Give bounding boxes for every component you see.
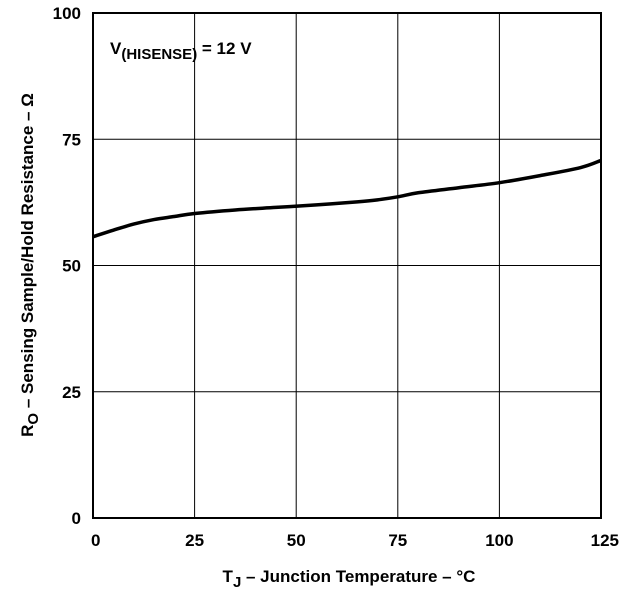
series-layer	[92, 158, 602, 239]
grid-lines	[93, 13, 601, 518]
x-tick-label: 100	[485, 531, 513, 550]
x-tick-label: 50	[287, 531, 306, 550]
y-tick-label: 50	[62, 257, 81, 276]
x-tick-labels: 0 25 50 75 100 125	[91, 531, 619, 550]
y-tick-label: 0	[72, 509, 81, 528]
y-tick-label: 100	[53, 4, 81, 23]
x-tick-label: 125	[591, 531, 619, 550]
y-tick-label: 25	[62, 383, 81, 402]
chart-annotation: V(HISENSE) = 12 V	[110, 39, 252, 63]
x-tick-label: 75	[388, 531, 407, 550]
y-tick-label: 75	[62, 130, 81, 149]
x-tick-label: 0	[91, 531, 100, 550]
y-tick-labels: 0 25 50 75 100	[53, 4, 81, 528]
x-tick-label: 25	[185, 531, 204, 550]
x-axis-title: TJ – Junction Temperature – °C	[223, 567, 476, 591]
y-axis-title: RO – Sensing Sample/Hold Resistance – Ω	[18, 93, 42, 437]
series-line	[92, 158, 602, 239]
plot-frame	[92, 12, 602, 519]
